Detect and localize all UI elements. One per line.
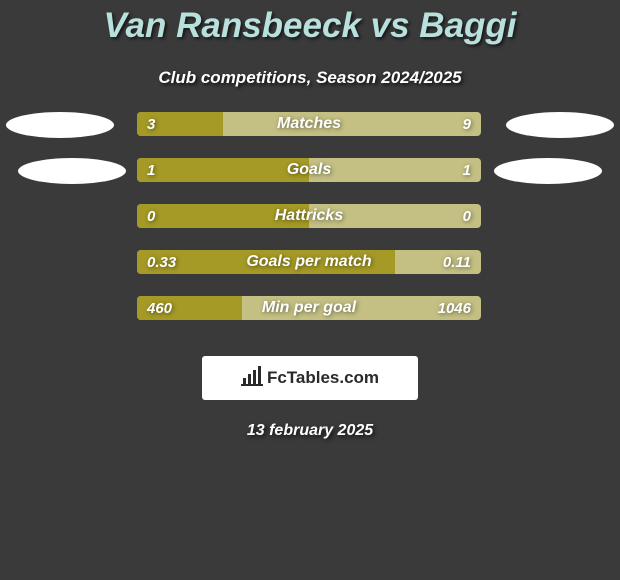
comparison-row: 0.330.11Goals per match xyxy=(0,246,620,292)
stat-bar: 11Goals xyxy=(137,158,481,182)
comparison-row: 4601046Min per goal xyxy=(0,292,620,338)
player-left-marker xyxy=(6,112,114,138)
stat-bar: 4601046Min per goal xyxy=(137,296,481,320)
player-right-marker xyxy=(494,158,602,184)
comparison-bars: 39Matches 11Goals 00Hattricks 0.330.11Goals… xyxy=(0,108,620,338)
comparison-row: 39Matches xyxy=(0,108,620,154)
stat-bar: 0.330.11Goals per match xyxy=(137,250,481,274)
page-title: Van Ransbeeck vs Baggi xyxy=(0,0,620,46)
stat-label: Hattricks xyxy=(137,204,481,228)
bar-chart-icon xyxy=(241,366,263,391)
stat-bar: 00Hattricks xyxy=(137,204,481,228)
stat-bar: 39Matches xyxy=(137,112,481,136)
stat-label: Matches xyxy=(137,112,481,136)
stat-label: Goals per match xyxy=(137,250,481,274)
footer-brand-text: FcTables.com xyxy=(267,368,379,388)
comparison-row: 11Goals xyxy=(0,154,620,200)
stat-label: Goals xyxy=(137,158,481,182)
player-right-marker xyxy=(506,112,614,138)
player-left-marker xyxy=(18,158,126,184)
date-text: 13 february 2025 xyxy=(0,422,620,440)
footer-badge: FcTables.com xyxy=(202,356,418,400)
subtitle: Club competitions, Season 2024/2025 xyxy=(0,68,620,88)
comparison-row: 00Hattricks xyxy=(0,200,620,246)
stat-label: Min per goal xyxy=(137,296,481,320)
